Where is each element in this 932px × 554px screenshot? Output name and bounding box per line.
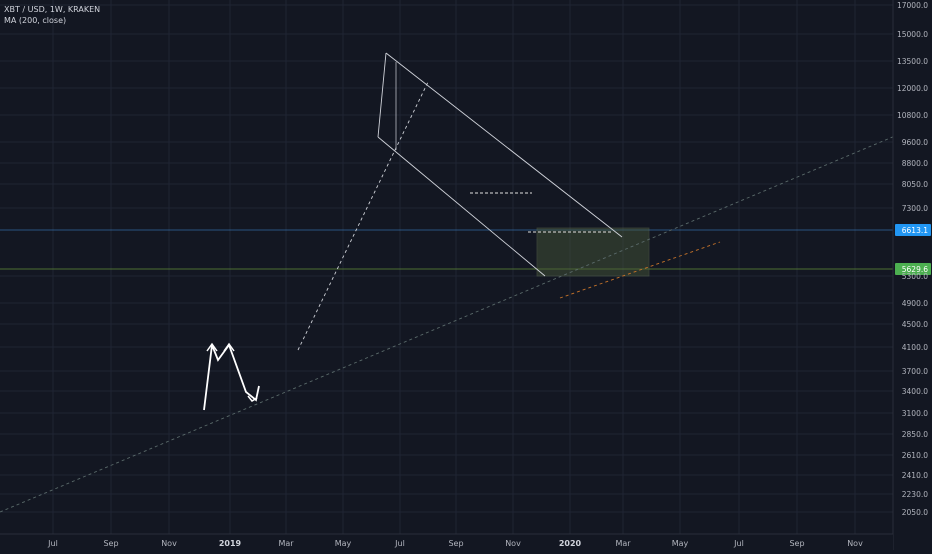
x-tick-label: 2020 [559,539,582,548]
indicator-title[interactable]: MA (200, close) [4,16,67,25]
y-tick-label: 2610.0 [902,451,928,460]
y-tick-label: 17000.0 [897,1,928,10]
drawing-layer [203,52,623,411]
channel-lower [377,136,546,277]
annotation-layer [0,135,896,513]
x-tick-label: Mar [615,539,631,548]
y-tick-label: 10800.0 [897,111,928,120]
channel-upper [385,52,623,238]
y-tick-label: 5300.0 [902,272,928,281]
x-tick-label: Nov [505,539,521,548]
x-tick-label: Sep [103,539,118,548]
x-tick-label: Sep [448,539,463,548]
y-tick-label: 7300.0 [902,204,928,213]
y-tick-label: 2050.0 [902,508,928,517]
y-tick-label: 8050.0 [902,180,928,189]
price-badge [895,224,931,236]
y-tick-label: 4900.0 [902,299,928,308]
y-tick-label: 12000.0 [897,84,928,93]
x-tick-label: 2019 [219,539,242,548]
y-tick-label: 3700.0 [902,367,928,376]
y-tick-label: 3400.0 [902,387,928,396]
y-tick-label: 6613.1 [902,226,928,235]
y-tick-label: 4100.0 [902,343,928,352]
y-tick-label: 9600.0 [902,138,928,147]
x-tick-label: May [672,539,689,548]
y-tick-label: 2410.0 [902,471,928,480]
x-tick-label: Nov [847,539,863,548]
time-axis-bg [0,534,893,550]
y-tick-label: 2230.0 [902,490,928,499]
ma-extension [559,241,721,299]
zigzag-arrow-2 [223,342,235,352]
x-tick-label: Jul [394,539,405,548]
x-tick-label: Nov [161,539,177,548]
y-tick-label: 13500.0 [897,57,928,66]
y-tick-label: 5629.6 [902,265,928,274]
rise-trendline [297,81,429,351]
y-tick-label: 8800.0 [902,159,928,168]
chart-legend: XBT / USD, 1W, KRAKEN MA (200, close) [4,4,100,26]
y-tick-label: 15000.0 [897,30,928,39]
price-badge [895,263,931,275]
grid [0,0,893,534]
zigzag-arrow-1 [206,342,218,352]
x-tick-label: Jul [733,539,744,548]
x-tick-label: Sep [789,539,804,548]
symbol-title[interactable]: XBT / USD, 1W, KRAKEN [4,5,101,14]
x-tick-label: May [335,539,352,548]
projection-box [536,227,650,277]
x-tick-label: Jul [47,539,58,548]
y-tick-label: 2850.0 [902,430,928,439]
x-tick-label: Mar [278,539,294,548]
zigzag-arrow-3 [247,395,258,402]
y-tick-label: 3100.0 [902,409,928,418]
channel-left [377,52,387,138]
y-tick-label: 4500.0 [902,320,928,329]
